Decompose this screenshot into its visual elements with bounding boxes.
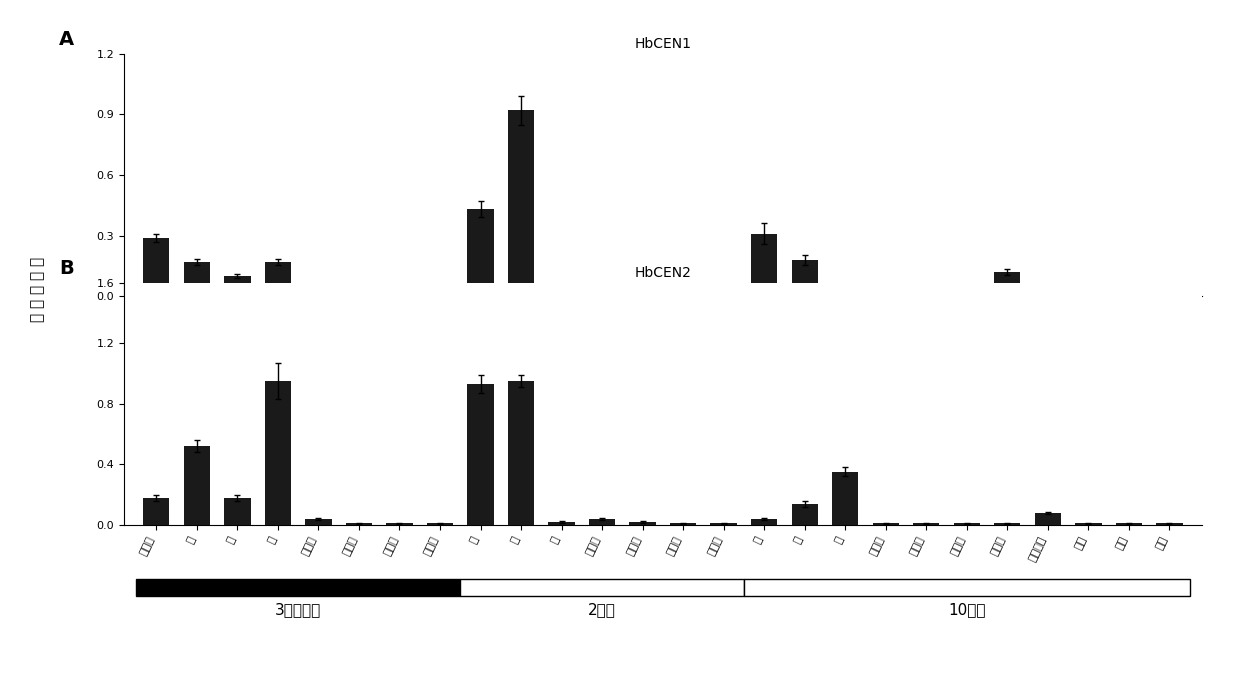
Bar: [467, 384, 493, 525]
Title: HbCEN2: HbCEN2: [634, 266, 691, 280]
Text: 相 对 表 达 量: 相 对 表 达 量: [30, 257, 45, 322]
Bar: [1035, 513, 1061, 525]
Text: 10年树: 10年树: [948, 602, 985, 617]
Bar: [833, 472, 859, 525]
Bar: [144, 498, 170, 525]
Bar: [426, 295, 453, 296]
Bar: [913, 524, 939, 525]
Bar: [387, 524, 413, 525]
Bar: [1115, 295, 1142, 296]
Bar: [994, 524, 1021, 525]
Text: 3个月幼苗: 3个月幼苗: [275, 602, 321, 617]
Bar: [994, 272, 1021, 296]
Bar: [629, 295, 655, 296]
Bar: [792, 260, 818, 296]
Bar: [913, 295, 939, 296]
Bar: [751, 519, 777, 525]
Text: B: B: [59, 259, 74, 278]
Bar: [305, 294, 332, 296]
Text: A: A: [59, 30, 74, 49]
Bar: [670, 295, 696, 296]
Bar: [305, 519, 332, 525]
Bar: [144, 238, 170, 296]
Bar: [265, 262, 291, 296]
Title: HbCEN1: HbCEN1: [634, 37, 691, 51]
Bar: [872, 295, 900, 296]
Bar: [1156, 295, 1182, 296]
Text: 2年树: 2年树: [589, 602, 616, 617]
Bar: [710, 295, 737, 296]
Bar: [833, 295, 859, 296]
Bar: [670, 524, 696, 525]
Bar: [387, 295, 413, 296]
Bar: [1035, 295, 1061, 296]
Bar: [346, 295, 372, 296]
Bar: [346, 524, 372, 525]
Bar: [1115, 524, 1142, 525]
Bar: [792, 503, 818, 525]
Bar: [549, 522, 575, 525]
Bar: [589, 294, 616, 296]
Bar: [467, 209, 493, 296]
Bar: [872, 524, 900, 525]
Bar: [751, 234, 777, 296]
Bar: [1075, 295, 1101, 296]
Bar: [710, 524, 737, 525]
Bar: [183, 446, 211, 525]
Bar: [508, 381, 534, 525]
Bar: [426, 524, 453, 525]
Bar: [629, 522, 655, 525]
Bar: [224, 498, 250, 525]
Bar: [1156, 524, 1182, 525]
Bar: [954, 295, 980, 296]
Bar: [549, 292, 575, 296]
Bar: [589, 519, 616, 525]
Bar: [183, 262, 211, 296]
Bar: [1075, 524, 1101, 525]
Bar: [224, 276, 250, 296]
Bar: [265, 381, 291, 525]
Bar: [508, 110, 534, 296]
Bar: [954, 524, 980, 525]
